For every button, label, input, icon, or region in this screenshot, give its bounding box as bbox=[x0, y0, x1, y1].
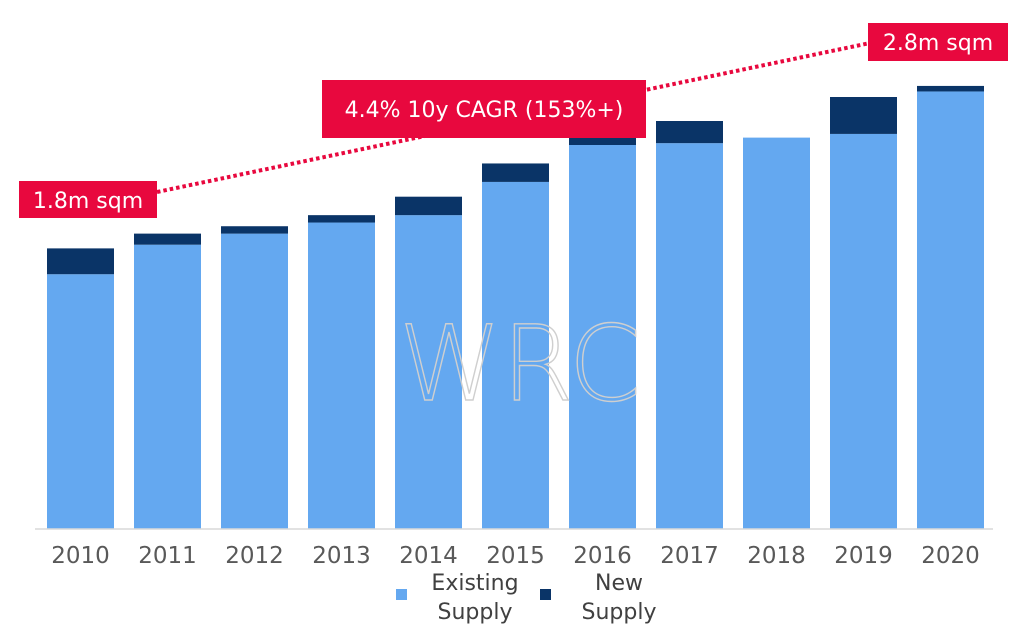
bar-existing-supply-2010 bbox=[47, 274, 114, 529]
annotation-end-box bbox=[868, 23, 1008, 61]
annotation-cagr-label: 4.4% 10y CAGR (153%+) bbox=[345, 98, 624, 123]
bar-existing-supply-2011 bbox=[134, 244, 201, 529]
annotation-end-label: 2.8m sqm bbox=[883, 31, 993, 56]
bar-new-supply-2011 bbox=[134, 233, 201, 245]
bars-layer bbox=[47, 85, 984, 530]
x-tick-2020: 2020 bbox=[921, 543, 980, 569]
x-tick-2010: 2010 bbox=[51, 543, 110, 569]
legend-label-new-0: New bbox=[595, 571, 643, 596]
bar-existing-supply-2018 bbox=[743, 137, 810, 529]
x-tick-2019: 2019 bbox=[834, 543, 893, 569]
bar-existing-supply-2015 bbox=[482, 181, 549, 529]
bar-new-supply-2019 bbox=[830, 97, 897, 134]
x-tick-2017: 2017 bbox=[660, 543, 719, 569]
annotation-start: 1.8m sqm bbox=[19, 181, 157, 218]
x-tick-2011: 2011 bbox=[138, 543, 197, 569]
legend-swatch-existing bbox=[396, 589, 407, 600]
legend-label-new-1: Supply bbox=[582, 600, 657, 625]
bar-new-supply-2013 bbox=[308, 215, 375, 223]
bar-existing-supply-2016 bbox=[569, 145, 636, 529]
bar-existing-supply-2017 bbox=[656, 143, 723, 529]
bar-new-supply-2017 bbox=[656, 121, 723, 144]
x-tick-2014: 2014 bbox=[399, 543, 458, 569]
bar-new-supply-2010 bbox=[47, 248, 114, 275]
bar-new-supply-2012 bbox=[221, 226, 288, 234]
bar-existing-supply-2012 bbox=[221, 233, 288, 529]
x-tick-2018: 2018 bbox=[747, 543, 806, 569]
watermark-text: WRC bbox=[399, 303, 642, 425]
bar-existing-supply-2013 bbox=[308, 222, 375, 530]
bar-new-supply-2014 bbox=[395, 196, 462, 216]
annotation-start-label: 1.8m sqm bbox=[33, 189, 143, 214]
annotation-cagr: 4.4% 10y CAGR (153%+) bbox=[322, 80, 646, 138]
annotation-end: 2.8m sqm bbox=[868, 23, 1008, 61]
bar-existing-supply-2014 bbox=[395, 215, 462, 529]
x-tick-2013: 2013 bbox=[312, 543, 371, 569]
bar-new-supply-2020 bbox=[917, 85, 984, 92]
legend: Existing Supply New Supply bbox=[396, 571, 656, 625]
bar-new-supply-2016 bbox=[569, 133, 636, 145]
legend-label-existing-0: Existing bbox=[431, 571, 518, 596]
legend-label-existing-1: Supply bbox=[438, 600, 513, 625]
x-tick-labels: 2010 2011 2012 2013 2014 2015 2016 2017 2018 2019… bbox=[51, 543, 980, 569]
annotation-cagr-box bbox=[322, 80, 646, 138]
bar-existing-supply-2020 bbox=[917, 91, 984, 529]
annotation-start-box bbox=[19, 181, 157, 218]
bar-new-supply-2015 bbox=[482, 163, 549, 182]
bar-existing-supply-2019 bbox=[830, 133, 897, 529]
legend-swatch-new bbox=[540, 589, 551, 600]
x-tick-2012: 2012 bbox=[225, 543, 284, 569]
x-tick-2016: 2016 bbox=[573, 543, 632, 569]
x-tick-2015: 2015 bbox=[486, 543, 545, 569]
